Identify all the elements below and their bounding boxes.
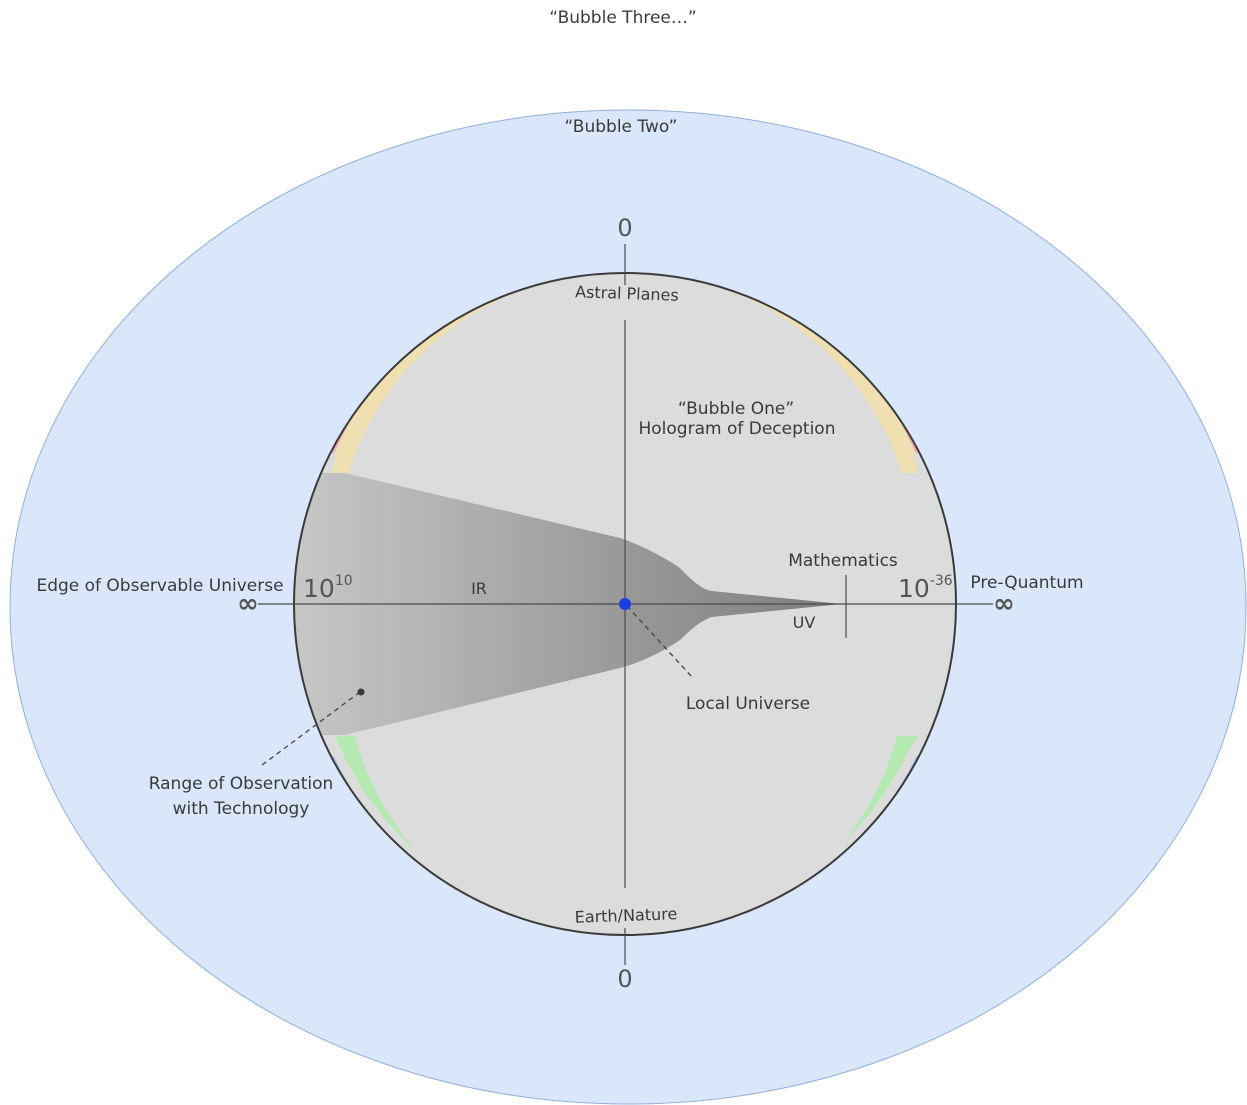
bubble-one-label: “Bubble One” xyxy=(678,399,794,419)
left-scale-base: 10 xyxy=(303,574,335,603)
astral-planes-label: Astral Planes xyxy=(575,282,679,305)
left-scale-label: 1010 xyxy=(303,573,353,603)
right-scale-base: 10 xyxy=(898,574,930,603)
range-pointer-dot xyxy=(357,688,365,696)
infinity-left-icon: ∞ xyxy=(237,589,259,619)
top-zero-label: 0 xyxy=(617,214,632,242)
earth-nature-label: Earth/Nature xyxy=(574,904,677,927)
bubble-two-label: “Bubble Two” xyxy=(565,117,678,137)
edge-universe-label: Edge of Observable Universe xyxy=(36,576,283,596)
hologram-label: Hologram of Deception xyxy=(639,419,836,439)
range-observation-label-line1: Range of Observation xyxy=(149,774,334,794)
range-pointer xyxy=(261,691,361,766)
infinity-right-icon: ∞ xyxy=(993,589,1015,619)
range-observation-label-line2: with Technology xyxy=(173,799,310,819)
bubble-three-label: “Bubble Three…” xyxy=(549,8,696,28)
mathematics-label: Mathematics xyxy=(788,551,898,571)
left-scale-exponent: 10 xyxy=(335,573,353,589)
right-scale-exponent: -36 xyxy=(930,573,953,589)
ir-label: IR xyxy=(471,579,487,598)
bottom-zero-label: 0 xyxy=(617,965,632,993)
right-scale-label: 10-36 xyxy=(898,573,953,603)
local-universe-label: Local Universe xyxy=(686,694,810,714)
local-universe-pointer xyxy=(626,605,693,678)
local-universe-dot xyxy=(619,598,631,610)
uv-label: UV xyxy=(793,613,816,632)
pre-quantum-label: Pre-Quantum xyxy=(970,573,1083,593)
